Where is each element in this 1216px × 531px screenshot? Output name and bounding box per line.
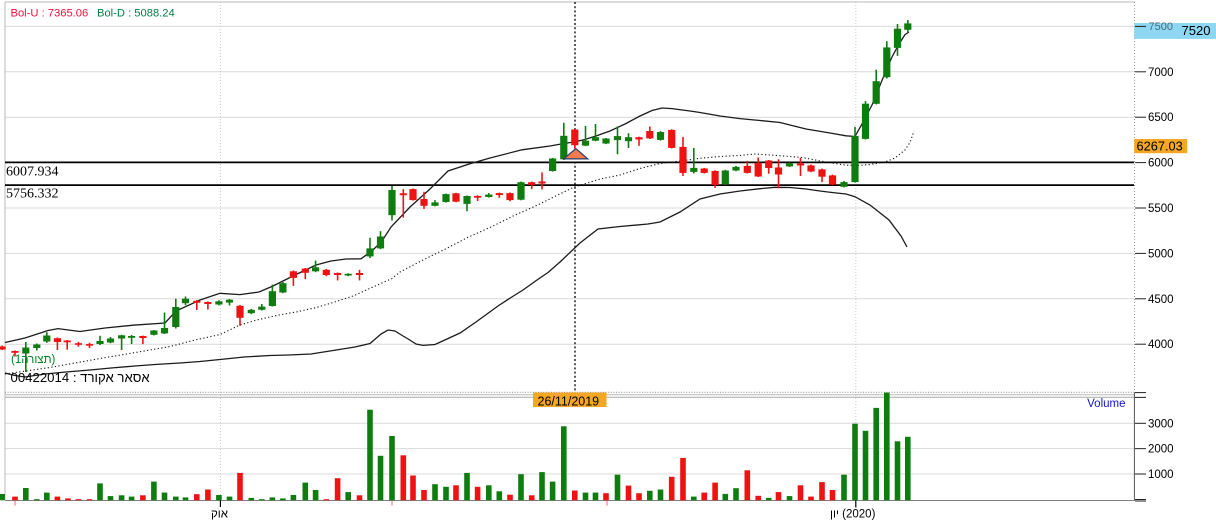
svg-text:7500: 7500 <box>1149 21 1173 33</box>
svg-text:2000: 2000 <box>1148 444 1174 456</box>
svg-text:7520: 7520 <box>1182 23 1211 38</box>
svg-text:5756.332: 5756.332 <box>6 187 59 202</box>
svg-text:‭(1הרוצת)‬: ‭(1הרוצת)‬ <box>11 354 56 366</box>
svg-text:4000: 4000 <box>1148 339 1174 351</box>
svg-text:1000: 1000 <box>1148 469 1174 481</box>
svg-text:00422014 : אסאר אקורד: 00422014 : אסאר אקורד <box>11 370 151 385</box>
svg-text:אוק: אוק <box>211 509 229 521</box>
svg-text:6007.934: 6007.934 <box>6 164 59 179</box>
svg-text:26/11/2019: 26/11/2019 <box>538 394 600 408</box>
svg-text:‭ןוי (2020)‬: ‭ןוי (2020)‬ <box>830 509 876 521</box>
svg-text:7000: 7000 <box>1148 67 1174 79</box>
svg-text:6500: 6500 <box>1148 112 1174 124</box>
svg-text:5000: 5000 <box>1148 248 1174 260</box>
svg-text:Bol-D : 5088.24: Bol-D : 5088.24 <box>97 7 175 19</box>
svg-text:Volume: Volume <box>1087 398 1125 410</box>
svg-text:4500: 4500 <box>1148 294 1174 306</box>
svg-text:5500: 5500 <box>1148 203 1174 215</box>
svg-text:6000: 6000 <box>1148 158 1174 170</box>
svg-text:Bol-U : 7365.06: Bol-U : 7365.06 <box>11 7 89 19</box>
svg-text:6267.03: 6267.03 <box>1137 138 1183 153</box>
svg-text:3000: 3000 <box>1148 418 1174 430</box>
